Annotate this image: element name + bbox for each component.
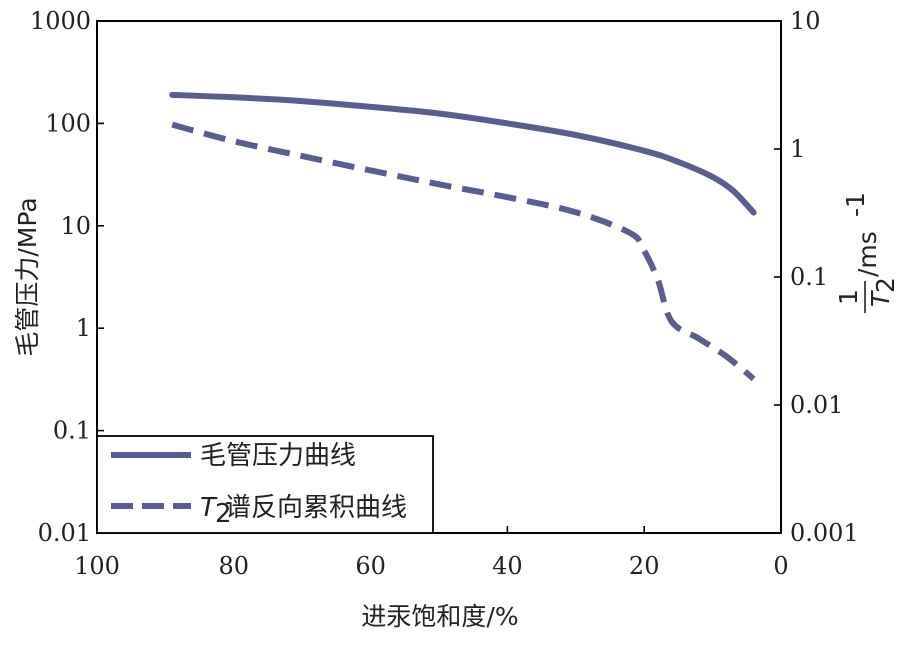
y-left-tick-label: 1 — [76, 314, 91, 342]
x-tick-label: 20 — [629, 552, 660, 580]
y-right-tick-label: 0.1 — [790, 263, 828, 291]
y-right-tick-label: 0.001 — [790, 519, 859, 547]
legend-dashed-label-prefix: T — [200, 493, 218, 523]
y-right-tick-label: 10 — [790, 7, 821, 35]
x-tick-label: 100 — [74, 552, 120, 580]
y-left-axis-title: 毛管压力/MPa — [13, 197, 42, 356]
y-right-axis-title: 1 T 2 /ms -1 — [834, 192, 900, 313]
y-right-title-unit: /ms — [853, 231, 882, 277]
x-tick-label: 0 — [773, 552, 788, 580]
y-right-title-denominator-sub: 2 — [871, 277, 900, 293]
legend-dashed-label-suffix: 谱反向累积曲线 — [225, 493, 407, 523]
legend-solid-label: 毛管压力曲线 — [200, 441, 356, 471]
x-axis-title: 进汞饱和度/% — [361, 602, 518, 631]
y-right-title-denominator: T — [866, 290, 895, 307]
y-left-tick-label: 0.01 — [38, 519, 91, 547]
y-right-title-numerator: 1 — [834, 289, 863, 305]
legend-dashed-label-sub: 2 — [215, 499, 232, 529]
y-right-tick-label: 1 — [790, 135, 805, 163]
legend: 毛管压力曲线 T 2 谱反向累积曲线 — [96, 435, 434, 534]
series-layer — [169, 91, 757, 382]
x-tick-label: 60 — [355, 552, 386, 580]
ticks-layer: 100 80 60 40 20 0 1000 100 10 1 0.1 0.01 10 1 0.1 0.01 0… — [30, 7, 859, 580]
y-left-tick-label: 10 — [60, 212, 91, 240]
y-left-tick-label: 1000 — [30, 7, 91, 35]
y-left-tick-label: 100 — [45, 109, 91, 137]
y-right-title-unit-sup: -1 — [841, 192, 870, 217]
x-tick-label: 40 — [492, 552, 523, 580]
capillary-pressure-series — [169, 91, 757, 216]
y-left-tick-label: 0.1 — [53, 417, 91, 445]
x-tick-label: 80 — [219, 552, 250, 580]
y-right-tick-label: 0.01 — [790, 391, 843, 419]
t2-reverse-cumulative-series — [171, 121, 756, 382]
